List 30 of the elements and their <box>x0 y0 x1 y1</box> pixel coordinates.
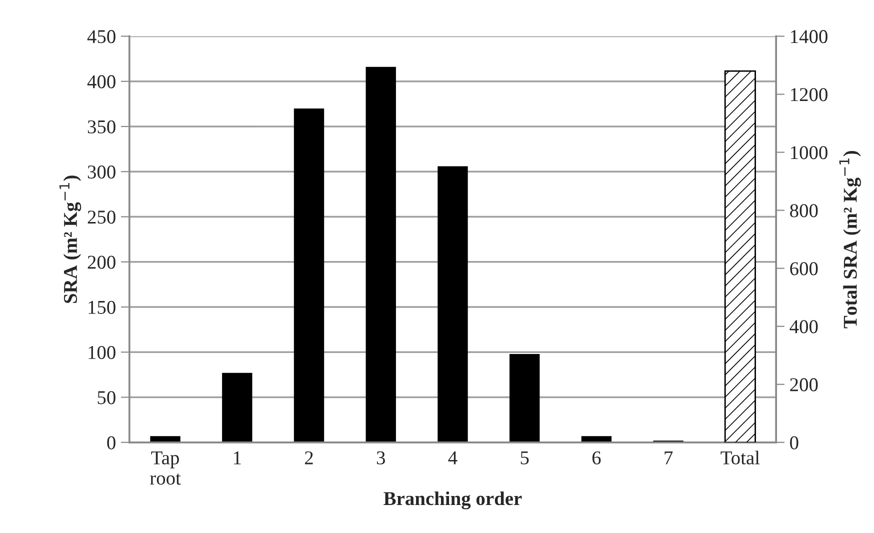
x-tick-label: 6 <box>592 451 601 464</box>
x-tick-label: 4 <box>448 451 458 464</box>
y-tick-label: 100 <box>88 346 116 360</box>
y2-tick-label: 800 <box>790 204 818 218</box>
x-tick-label: Total <box>720 450 760 464</box>
x-tick-label: Tap root <box>150 451 181 485</box>
y-tick-label: 200 <box>88 256 116 269</box>
x-tick-label: 1 <box>234 451 241 464</box>
y-axis-title: SRA (m² Kg$^{−1}$) <box>59 176 82 303</box>
y2-tick-label: 200 <box>790 378 818 392</box>
y-tick-label: 0 <box>107 436 116 450</box>
y2-tick-label: 400 <box>790 320 818 334</box>
x-tick-label: 5 <box>520 451 529 464</box>
y2-tick-label: 0 <box>790 436 798 450</box>
y2-tick-label: 600 <box>790 262 818 276</box>
y-tick-label: 150 <box>88 300 116 314</box>
x-axis-title: Branching order <box>384 491 522 510</box>
x-tick-label: 7 <box>664 451 673 464</box>
x-tick-label: 3 <box>376 451 385 464</box>
y-tick-label: 300 <box>88 165 116 179</box>
y-tick-label: 250 <box>88 210 116 224</box>
x-tick-label: 2 <box>305 451 313 464</box>
y2-tick-label: 1000 <box>791 146 828 160</box>
y-tick-label: 50 <box>98 391 116 404</box>
y2-axis-title: Total SRA (m² Kg$^{−1}$) <box>839 151 861 328</box>
y-tick-label: 400 <box>87 75 116 88</box>
y2-tick-label: 1200 <box>791 88 828 102</box>
y2-tick-label: 1400 <box>791 30 828 44</box>
y-tick-label: 350 <box>88 120 116 134</box>
y-tick-label: 450 <box>87 30 116 44</box>
